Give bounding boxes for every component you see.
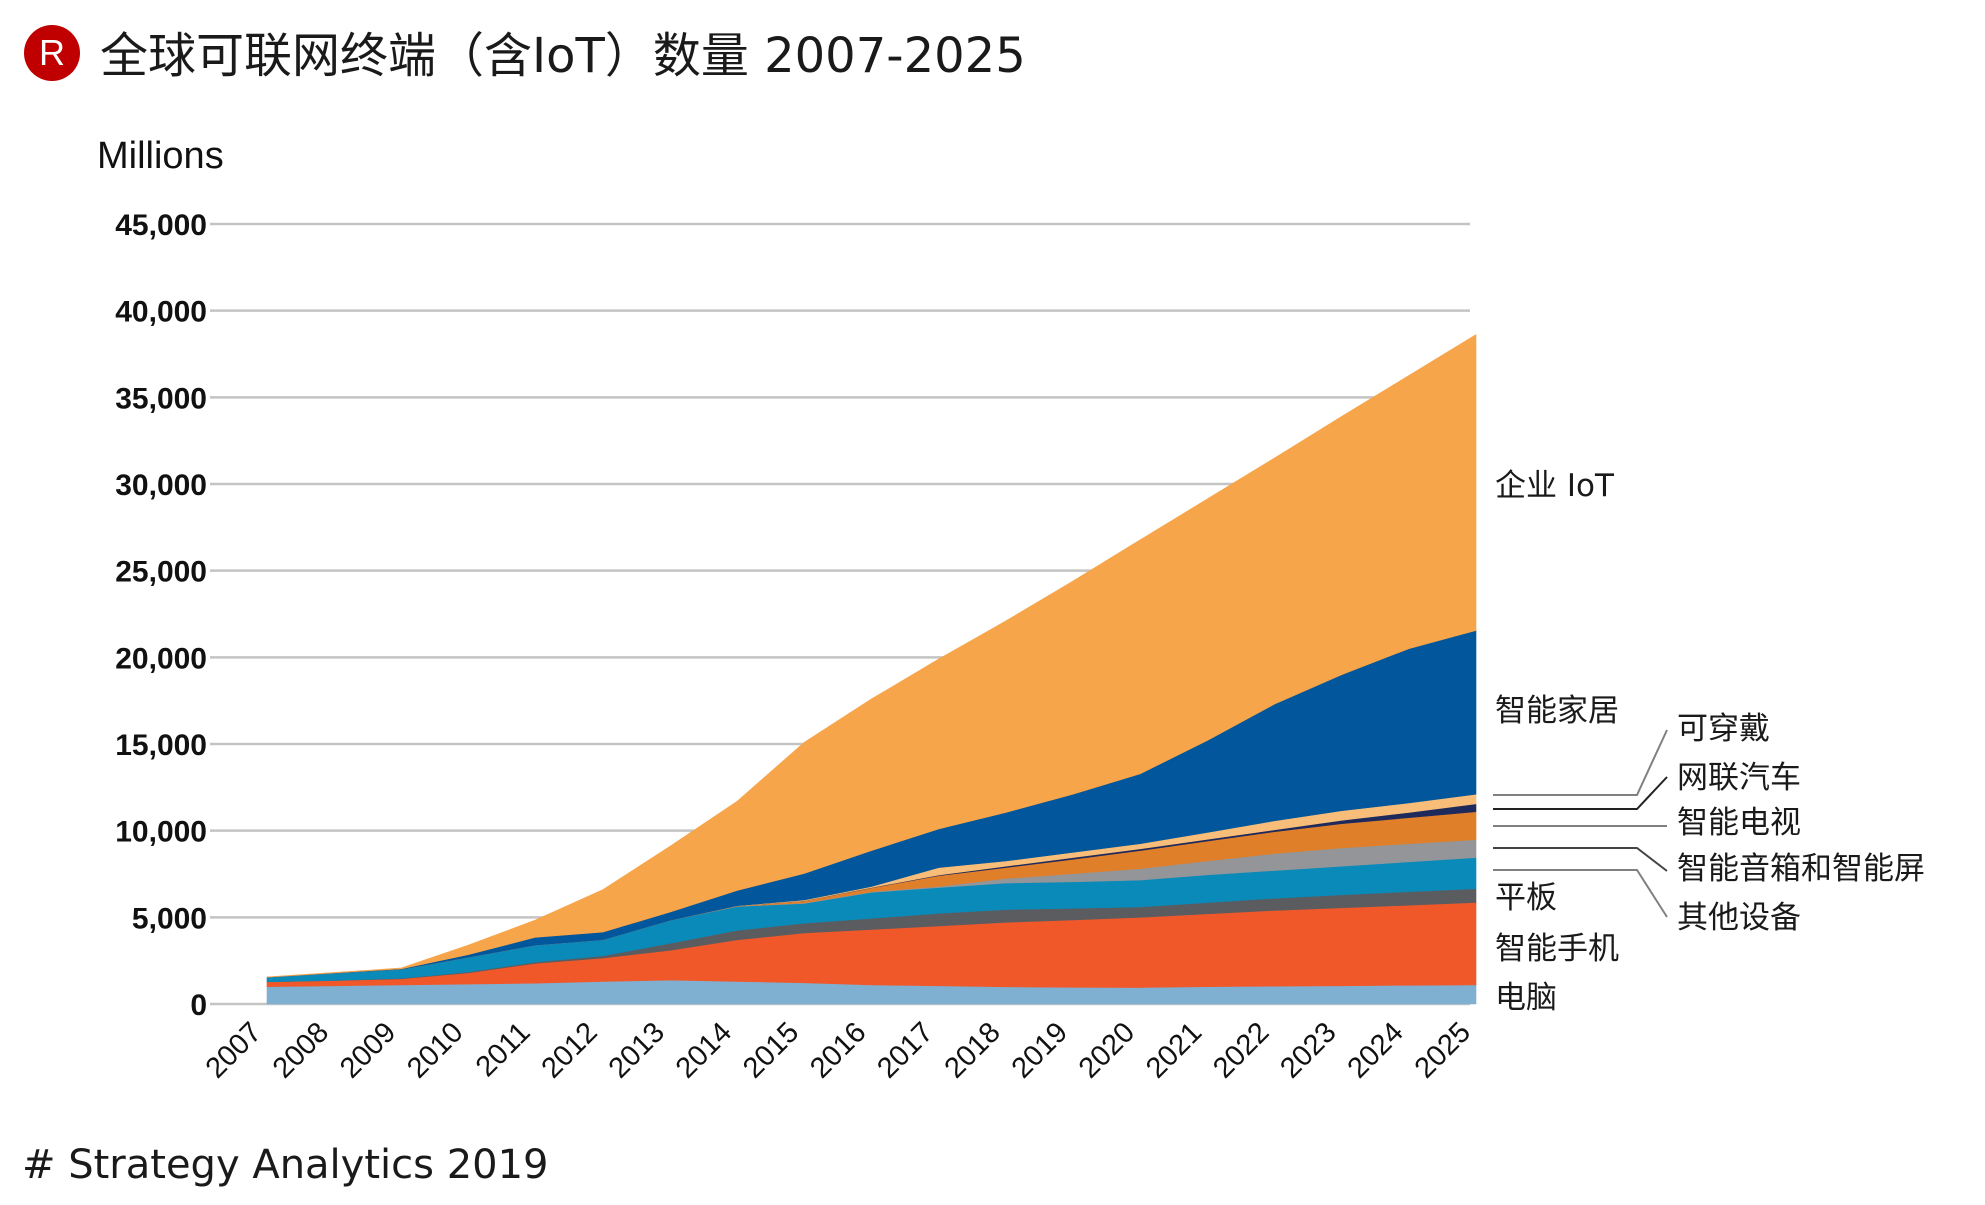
brand-logo-icon: R [24,25,80,81]
y-tick-label: 40,000 [115,296,207,329]
x-tick-label: 2016 [804,1016,872,1084]
label-smart-tv: 智能电视 [1677,805,1801,841]
leader-line-wearable [1493,729,1668,796]
y-axis-ticks: 0 5,000 10,000 15,000 20,000 25,000 30,000 35,0… [115,209,207,1022]
label-other-devices: 其他设备 [1677,900,1801,936]
y-tick-label: 0 [190,989,207,1022]
x-tick-label: 2020 [1073,1016,1141,1084]
label-wearable: 可穿戴 [1677,711,1770,747]
x-tick-label: 2011 [470,1016,537,1083]
label-smartphone: 智能手机 [1495,931,1619,967]
x-tick-label: 2023 [1274,1016,1342,1084]
x-tick-label: 2010 [401,1016,469,1084]
x-tick-label: 2008 [267,1016,335,1084]
leader-lines [1493,729,1668,918]
x-tick-label: 2018 [939,1016,1007,1084]
y-tick-label: 10,000 [115,816,207,849]
y-axis-label: Millions [97,135,224,177]
area-series-9 [266,334,1477,978]
label-pc: 电脑 [1495,980,1557,1016]
label-enterprise-iot: 企业 IoT [1495,468,1615,504]
x-tick-label: 2025 [1409,1016,1477,1084]
y-tick-label: 30,000 [115,469,207,502]
x-tick-label: 2012 [536,1016,604,1084]
y-tick-label: 20,000 [115,642,207,675]
leader-line-smart-speaker [1493,847,1668,872]
y-tick-label: 25,000 [115,556,207,589]
leader-line-other-devices [1493,869,1668,918]
x-tick-label: 2009 [334,1016,402,1084]
label-connected-car: 网联汽车 [1677,760,1801,796]
source-footnote: # Strategy Analytics 2019 [22,1142,549,1188]
y-tick-label: 35,000 [115,382,207,415]
y-tick-label: 5,000 [132,902,207,935]
x-tick-label: 2022 [1207,1016,1275,1084]
x-tick-label: 2019 [1006,1016,1074,1084]
x-tick-label: 2014 [670,1016,738,1084]
x-tick-label: 2007 [200,1016,268,1084]
label-smart-speaker: 智能音箱和智能屏 [1677,851,1925,887]
x-tick-label: 2024 [1342,1016,1410,1084]
x-tick-label: 2013 [603,1016,671,1084]
x-tick-label: 2017 [871,1016,939,1084]
y-tick-label: 15,000 [115,729,207,762]
x-tick-label: 2015 [737,1016,805,1084]
label-tablet: 平板 [1495,880,1557,916]
y-tick-label: 45,000 [115,209,207,242]
chart-title: 全球可联网终端（含IoT）数量 2007-2025 [100,28,1026,84]
series-labels: 企业 IoT 智能家居 可穿戴 网联汽车 智能电视 智能音箱和智能屏 其他设备 … [1495,468,1925,1016]
leader-line-connected-car [1493,776,1668,810]
x-tick-label: 2021 [1140,1016,1208,1084]
area-series [266,334,1477,1005]
label-smart-home: 智能家居 [1495,693,1619,729]
